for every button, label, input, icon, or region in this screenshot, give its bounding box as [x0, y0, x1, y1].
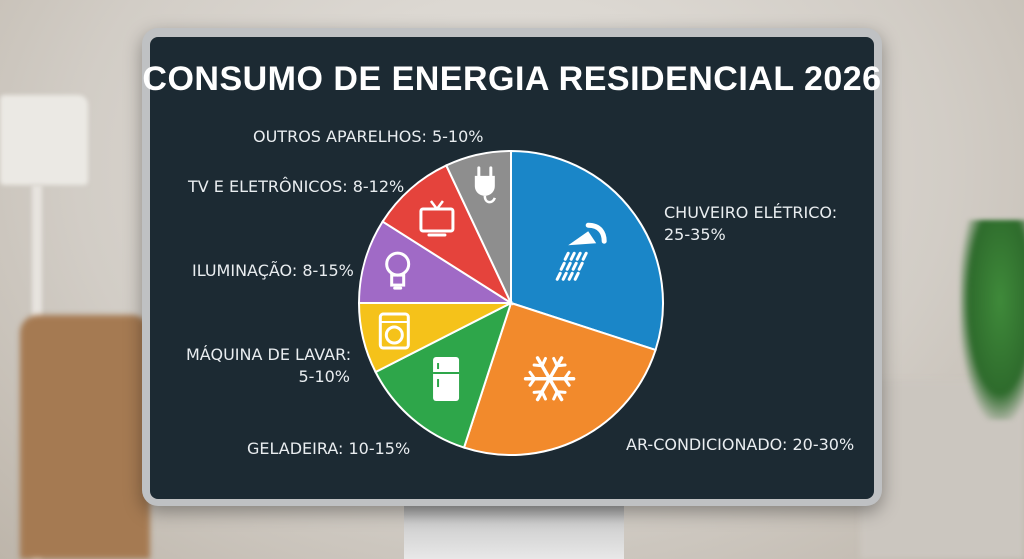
pie-slice-4	[357, 220, 515, 304]
plug-icon	[474, 166, 497, 204]
tv-icon	[419, 200, 455, 237]
label-maquina-name: MÁQUINA DE LAVAR:	[186, 345, 352, 364]
shower-icon	[555, 222, 607, 281]
label-ar-condicionado: AR-CONDICIONADO: 20-30%	[626, 435, 855, 454]
label-chuveiro: CHUVEIRO ELÉTRICO: 25-35%	[664, 202, 837, 246]
washing-machine-icon	[378, 312, 410, 350]
monitor-stand	[404, 500, 624, 559]
chart-title: CONSUMO DE ENERGIA RESIDENCIAL 2026	[142, 60, 882, 98]
plant	[960, 220, 1024, 420]
lightbulb-icon	[385, 251, 411, 290]
label-maquina-range: 5-10%	[298, 367, 350, 386]
label-geladeira: GELADEIRA: 10-15%	[247, 439, 411, 458]
label-iluminacao: ILUMINAÇÃO: 8-15%	[192, 261, 354, 280]
armchair	[20, 315, 150, 559]
label-maquina: MÁQUINA DE LAVAR: 5-10%	[186, 344, 352, 388]
pie-slice-5	[381, 164, 514, 306]
label-outros: OUTROS APARELHOS: 5-10%	[253, 127, 484, 146]
pie-slice-6	[444, 149, 512, 304]
label-chuveiro-name: CHUVEIRO ELÉTRICO:	[664, 203, 838, 222]
label-tv: TV E ELETRÔNICOS: 8-12%	[188, 177, 405, 196]
refrigerator-icon	[433, 357, 460, 402]
lamp-shade	[0, 95, 88, 185]
pie-slice-0	[510, 149, 664, 352]
snowflake-icon	[523, 356, 576, 402]
label-chuveiro-range: 25-35%	[664, 225, 726, 244]
